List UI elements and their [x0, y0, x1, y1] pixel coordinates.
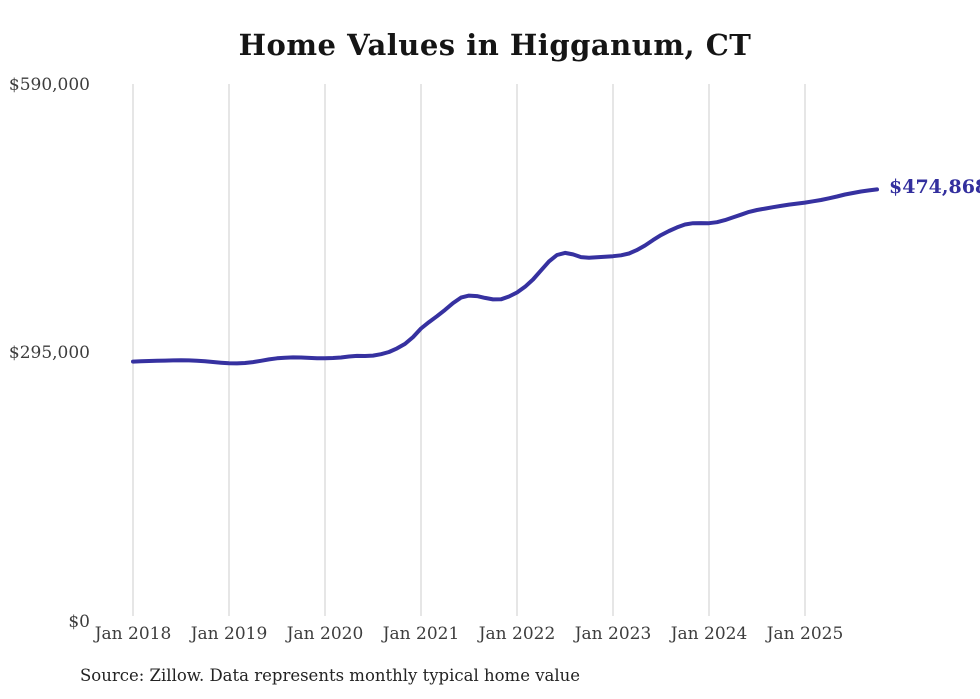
y-tick-label: $590,000	[8, 75, 90, 95]
x-tick-label: Jan 2019	[190, 624, 268, 644]
home-value-line	[131, 187, 879, 366]
x-tick-label: Jan 2020	[286, 624, 364, 644]
vertical-gridlines	[132, 84, 806, 616]
x-tick-label: Jan 2025	[766, 624, 844, 644]
latest-value-label: $474,868	[889, 176, 980, 199]
x-tick-label: Jan 2018	[94, 624, 172, 644]
x-tick-label: Jan 2022	[478, 624, 556, 644]
y-tick-label: $0	[68, 612, 90, 632]
x-tick-label: Jan 2023	[574, 624, 652, 644]
source-note: Source: Zillow. Data represents monthly …	[80, 666, 581, 685]
chart-title: Home Values in Higganum, CT	[238, 28, 752, 62]
x-tick-label: Jan 2024	[670, 624, 748, 644]
x-tick-label: Jan 2021	[382, 624, 460, 644]
y-tick-label: $295,000	[8, 342, 90, 363]
